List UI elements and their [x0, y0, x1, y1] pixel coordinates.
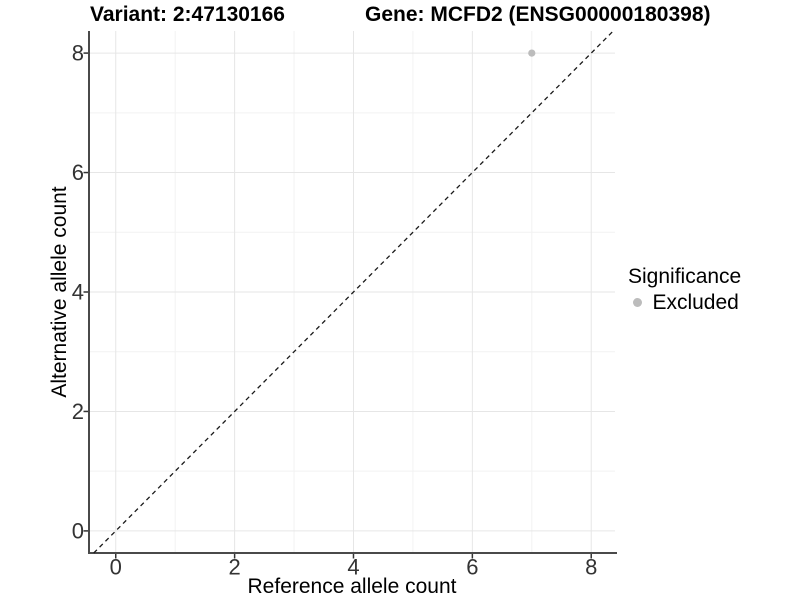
- y-tick-label: 6: [72, 160, 84, 185]
- y-tick-label: 4: [72, 280, 84, 305]
- data-point: [528, 49, 536, 57]
- y-tick-label: 8: [72, 41, 84, 66]
- x-tick-label: 0: [110, 555, 122, 580]
- x-axis-title: Reference allele count: [247, 575, 457, 598]
- y-tick-label: 2: [72, 399, 84, 424]
- legend-item-excluded: Excluded: [628, 291, 741, 315]
- y-tick-label: 0: [72, 518, 84, 543]
- legend-key-dot-icon: [633, 297, 642, 307]
- x-axis-line: [88, 552, 617, 554]
- gene-title: Gene: MCFD2 (ENSG00000180398): [365, 3, 711, 26]
- x-tick-label: 4: [347, 555, 359, 580]
- y-axis-line: [88, 31, 90, 554]
- x-tick-label: 8: [585, 555, 597, 580]
- x-tick-label: 2: [228, 555, 240, 580]
- legend-title: Significance: [628, 265, 742, 288]
- legend: Significance Excluded: [628, 265, 741, 315]
- variant-title: Variant: 2:47130166: [90, 3, 285, 26]
- legend-item-label: Excluded: [652, 291, 739, 314]
- x-tick-label: 6: [466, 555, 478, 580]
- y-axis-title: Alternative allele count: [48, 186, 71, 398]
- identity-reference-line: [93, 30, 614, 554]
